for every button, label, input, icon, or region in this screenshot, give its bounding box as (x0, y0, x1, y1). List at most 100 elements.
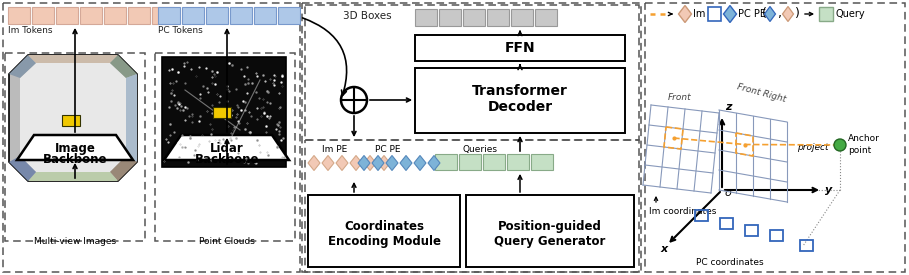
Text: Queries: Queries (463, 145, 497, 154)
Bar (104, 7, 126, 24)
Bar (80, 7, 102, 24)
Text: Transformer: Transformer (472, 84, 568, 98)
Bar (56, 7, 78, 24)
Bar (720, 218, 733, 229)
Bar (32, 7, 54, 24)
Text: Query Generator: Query Generator (494, 235, 605, 248)
Bar (439, 9, 461, 26)
Bar (645, 3, 905, 272)
Text: (: ( (762, 7, 767, 21)
Bar (3, 3, 300, 272)
Bar (507, 154, 529, 170)
Bar (695, 210, 708, 221)
Text: PC PE: PC PE (375, 145, 401, 154)
Text: point: point (848, 146, 871, 155)
Bar (435, 154, 457, 170)
Polygon shape (678, 6, 692, 23)
Bar (305, 140, 639, 272)
Bar (62, 115, 80, 126)
Text: Multi-view Images: Multi-view Images (34, 237, 116, 246)
Polygon shape (17, 135, 133, 160)
Polygon shape (322, 155, 334, 170)
Text: PC Tokens: PC Tokens (158, 26, 203, 35)
Bar (128, 7, 150, 24)
Bar (770, 230, 783, 241)
Polygon shape (783, 7, 794, 21)
Bar (819, 7, 833, 21)
Polygon shape (28, 55, 118, 63)
Circle shape (834, 139, 846, 151)
Bar (305, 5, 639, 140)
Polygon shape (764, 7, 775, 21)
Text: Image: Image (55, 142, 95, 155)
Text: Decoder: Decoder (487, 100, 553, 114)
Text: Lidar: Lidar (210, 142, 244, 155)
Text: Front Right: Front Right (736, 82, 787, 104)
Bar (708, 7, 721, 21)
Bar (415, 35, 625, 61)
Bar (415, 68, 625, 133)
Bar (155, 53, 295, 241)
Bar (152, 7, 174, 24)
Bar (162, 57, 286, 167)
Bar (466, 195, 634, 267)
Text: Backbone: Backbone (195, 153, 259, 166)
Bar (511, 9, 533, 26)
Text: project: project (797, 143, 829, 152)
Text: Backbone: Backbone (43, 153, 107, 166)
Text: x: x (660, 244, 667, 254)
Polygon shape (9, 55, 137, 181)
Text: y: y (825, 185, 833, 195)
Polygon shape (308, 155, 320, 170)
Bar (535, 9, 557, 26)
Text: PC coordinates: PC coordinates (696, 258, 764, 267)
Text: z: z (725, 102, 732, 112)
Bar (5, 53, 145, 241)
Polygon shape (126, 74, 137, 162)
Text: Position-guided: Position-guided (498, 220, 602, 233)
Polygon shape (378, 155, 390, 170)
Bar (213, 107, 231, 118)
Bar (254, 7, 276, 24)
Polygon shape (110, 156, 137, 181)
Text: Coordinates: Coordinates (344, 220, 424, 233)
Text: ,: , (778, 7, 782, 21)
Text: Encoding Module: Encoding Module (327, 235, 441, 248)
Text: Im PE: Im PE (323, 145, 347, 154)
Text: ): ) (795, 7, 800, 21)
Polygon shape (372, 155, 384, 170)
Text: 3D Boxes: 3D Boxes (343, 11, 392, 21)
Polygon shape (28, 172, 118, 181)
Polygon shape (414, 155, 426, 170)
Bar (487, 9, 509, 26)
Circle shape (341, 87, 367, 113)
Bar (158, 7, 180, 24)
Polygon shape (428, 155, 440, 170)
Polygon shape (110, 55, 137, 78)
Bar (459, 154, 481, 170)
Bar (745, 225, 758, 236)
Polygon shape (358, 155, 370, 170)
Polygon shape (9, 55, 36, 78)
Polygon shape (386, 155, 398, 170)
Bar (531, 154, 553, 170)
Polygon shape (724, 6, 736, 23)
Bar (800, 240, 813, 251)
Polygon shape (336, 155, 348, 170)
Polygon shape (364, 155, 376, 170)
Text: Point Clouds: Point Clouds (199, 237, 255, 246)
Text: PC PE: PC PE (738, 9, 766, 19)
Bar (278, 7, 300, 24)
Bar (483, 154, 505, 170)
Text: o: o (724, 188, 731, 198)
Polygon shape (20, 63, 126, 172)
Polygon shape (164, 135, 289, 160)
Text: Im coordinates: Im coordinates (649, 207, 716, 216)
Text: Query: Query (836, 9, 865, 19)
Polygon shape (400, 155, 412, 170)
Text: Im PE: Im PE (693, 9, 721, 19)
Polygon shape (9, 156, 36, 181)
Bar (8, 7, 30, 24)
Polygon shape (350, 155, 362, 170)
Text: FFN: FFN (504, 41, 535, 55)
